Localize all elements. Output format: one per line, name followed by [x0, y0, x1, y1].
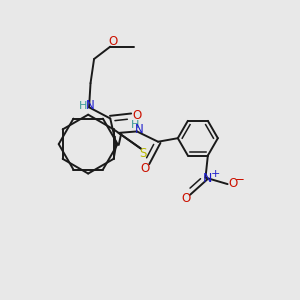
- Text: N: N: [85, 99, 94, 112]
- Text: O: O: [228, 177, 238, 190]
- Text: H: H: [78, 101, 87, 111]
- Text: O: O: [132, 109, 141, 122]
- Text: H: H: [130, 120, 139, 130]
- Text: N: N: [135, 123, 144, 136]
- Text: O: O: [182, 192, 191, 205]
- Text: +: +: [211, 169, 220, 179]
- Text: N: N: [203, 172, 212, 185]
- Text: O: O: [108, 35, 118, 48]
- Text: −: −: [235, 173, 245, 186]
- Text: S: S: [139, 147, 146, 160]
- Text: O: O: [141, 162, 150, 175]
